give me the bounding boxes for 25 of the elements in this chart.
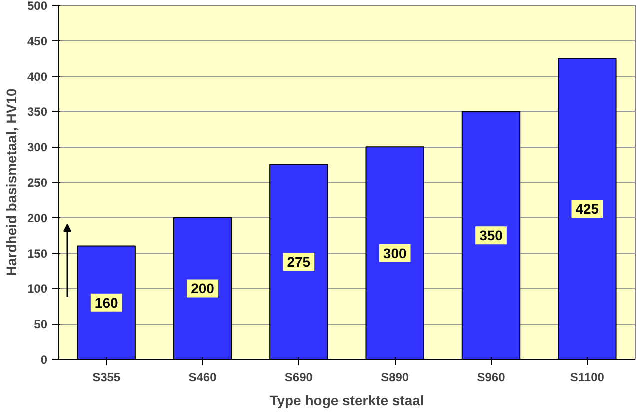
- y-tick-label: 250: [27, 176, 48, 190]
- data-label: 425: [576, 201, 600, 218]
- x-tick-label: S460: [188, 370, 218, 384]
- x-tick-label: S1100: [570, 370, 605, 384]
- data-label: 300: [383, 245, 407, 262]
- x-tick-label: S690: [284, 370, 314, 384]
- y-tick-label: 150: [27, 246, 48, 261]
- y-tick-label: 50: [34, 318, 48, 332]
- y-tick-label: 500: [27, 0, 48, 13]
- y-tick-label: 400: [27, 70, 48, 84]
- data-label: 275: [287, 254, 311, 270]
- y-tick-label: 350: [27, 105, 48, 120]
- data-label: 200: [191, 280, 215, 297]
- y-tick-label: 450: [27, 34, 48, 48]
- y-tick-label: 300: [27, 140, 48, 155]
- y-axis-title: Hardheid basismetaal, HV10: [3, 88, 20, 276]
- x-tick-label: S960: [477, 370, 506, 384]
- data-label: 350: [480, 228, 504, 244]
- y-tick-label: 0: [40, 353, 48, 367]
- data-label: 160: [94, 294, 118, 311]
- x-axis-title: Type hoge sterkte staal: [270, 392, 424, 408]
- y-tick-label: 200: [27, 211, 48, 226]
- x-tick-label: S355: [92, 370, 121, 384]
- y-tick-label: 100: [27, 282, 48, 296]
- x-tick-label: S890: [381, 370, 410, 384]
